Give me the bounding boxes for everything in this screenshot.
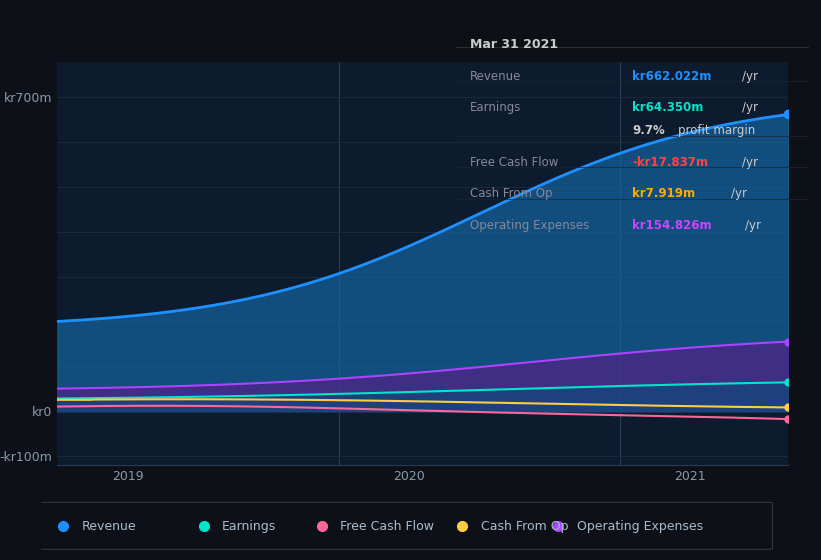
Text: Earnings: Earnings — [222, 520, 277, 533]
Text: /yr: /yr — [741, 101, 758, 114]
Text: -kr17.837m: -kr17.837m — [632, 156, 709, 169]
Text: kr154.826m: kr154.826m — [632, 218, 712, 231]
Text: Operating Expenses: Operating Expenses — [576, 520, 703, 533]
Text: Operating Expenses: Operating Expenses — [470, 218, 589, 231]
Text: Cash From Op: Cash From Op — [470, 187, 553, 200]
Text: /yr: /yr — [741, 156, 758, 169]
Text: /yr: /yr — [745, 218, 761, 231]
Text: Earnings: Earnings — [470, 101, 521, 114]
Text: Revenue: Revenue — [82, 520, 136, 533]
Text: Mar 31 2021: Mar 31 2021 — [470, 38, 558, 50]
Text: kr64.350m: kr64.350m — [632, 101, 704, 114]
Text: Free Cash Flow: Free Cash Flow — [341, 520, 434, 533]
Text: /yr: /yr — [741, 70, 758, 83]
Text: Cash From Op: Cash From Op — [481, 520, 568, 533]
Text: Revenue: Revenue — [470, 70, 521, 83]
Text: profit margin: profit margin — [678, 124, 755, 137]
Text: kr662.022m: kr662.022m — [632, 70, 712, 83]
Text: kr7.919m: kr7.919m — [632, 187, 695, 200]
Text: Free Cash Flow: Free Cash Flow — [470, 156, 558, 169]
Text: /yr: /yr — [731, 187, 747, 200]
Text: 9.7%: 9.7% — [632, 124, 665, 137]
